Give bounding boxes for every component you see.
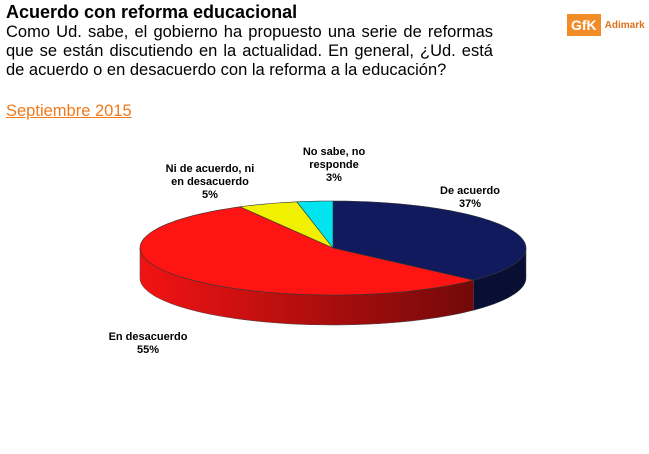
slice	[139, 206, 474, 296]
logo: GfK Adimark	[567, 14, 645, 36]
category-label: En desacuerdo	[108, 331, 188, 343]
category-label: De acuerdo	[440, 185, 500, 197]
date-link: Septiembre 2015	[6, 102, 132, 120]
slice	[332, 200, 527, 281]
value-label: 55%	[136, 344, 160, 356]
value-label: 3%	[326, 172, 342, 184]
slice	[296, 200, 334, 249]
slice-label: De acuerdo 37%	[405, 185, 535, 211]
slice-label: No sabe, no responde 3%	[284, 146, 384, 185]
chart-title: Acuerdo con reforma educacional	[6, 2, 298, 22]
category-label: Ni de acuerdo, ni en desacuerdo	[165, 163, 255, 188]
question-text: Como Ud. sabe, el gobierno ha propuesto …	[6, 23, 493, 79]
slice-label: En desacuerdo 55%	[83, 331, 213, 357]
value-label: 37%	[458, 198, 482, 210]
category-label: No sabe, no responde	[302, 146, 366, 171]
slice-label: Ni de acuerdo, ni en desacuerdo 5%	[160, 163, 260, 202]
value-label: 5%	[202, 189, 218, 201]
logo-name: Adimark	[604, 19, 645, 31]
logo-brand: GfK	[567, 14, 601, 36]
slice	[238, 201, 334, 249]
